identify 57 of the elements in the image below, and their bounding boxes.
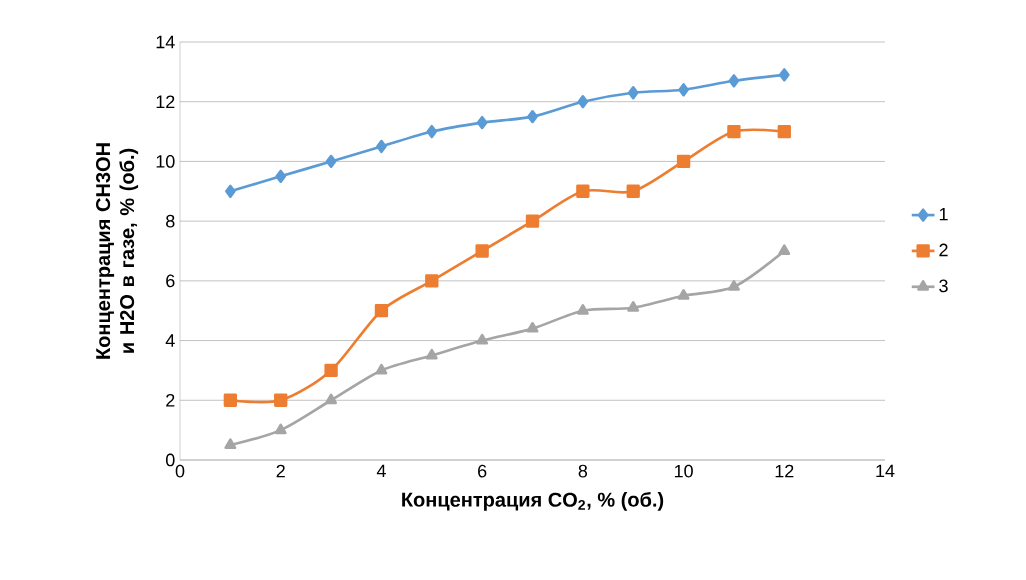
point [576, 184, 590, 198]
x-tick-label: 2 [276, 464, 285, 478]
y-tick-label: 0 [165, 453, 175, 467]
point [527, 109, 538, 124]
y-tick-label: 14 [156, 35, 175, 49]
point [275, 169, 287, 184]
point [525, 214, 540, 228]
point [274, 423, 287, 435]
point [678, 83, 689, 97]
x-tick-label: 14 [876, 464, 895, 478]
point [727, 280, 740, 291]
x-axis-title: Концентрация CO$_{2}$, % (об.) [402, 491, 664, 511]
point [223, 393, 238, 407]
point [676, 154, 691, 169]
point [577, 95, 589, 109]
point [476, 115, 488, 130]
point [627, 301, 640, 312]
point [626, 184, 640, 198]
point [475, 244, 489, 258]
point [225, 184, 236, 198]
point [376, 139, 387, 154]
point [274, 393, 288, 407]
y-tick-label: 2 [166, 393, 175, 407]
x-tick-label: 0 [175, 464, 185, 478]
x-tick-label: 12 [775, 464, 794, 478]
y-tick-label: 4 [165, 334, 175, 347]
legend-label: 1 [939, 207, 948, 221]
point [778, 68, 790, 82]
point [778, 244, 791, 255]
legend-label: 2 [939, 243, 948, 257]
point [777, 124, 791, 139]
point [727, 124, 741, 139]
y-tick-label: 8 [166, 214, 175, 228]
point [224, 438, 237, 450]
point [728, 74, 740, 88]
point [476, 333, 489, 345]
point [374, 304, 389, 318]
point [426, 124, 438, 139]
y-tick-label: 10 [156, 155, 175, 168]
point [627, 86, 639, 100]
legend-label: 3 [939, 279, 948, 293]
point [325, 393, 338, 405]
point [677, 289, 690, 300]
y-axis-title: Концентрация CH3OH и H2O в газе, % (об.) [96, 143, 139, 359]
x-tick-label: 4 [376, 464, 386, 478]
x-tick-label: 10 [674, 464, 693, 478]
x-tick-label: 8 [578, 464, 588, 478]
point [576, 304, 589, 315]
point [325, 154, 337, 169]
y-tick-label: 12 [156, 95, 175, 108]
point [425, 274, 439, 288]
point [375, 363, 388, 375]
y-tick-label: 6 [166, 274, 175, 288]
x-tick-label: 6 [478, 464, 487, 478]
point [324, 363, 338, 378]
point [526, 321, 539, 333]
point [425, 348, 438, 360]
